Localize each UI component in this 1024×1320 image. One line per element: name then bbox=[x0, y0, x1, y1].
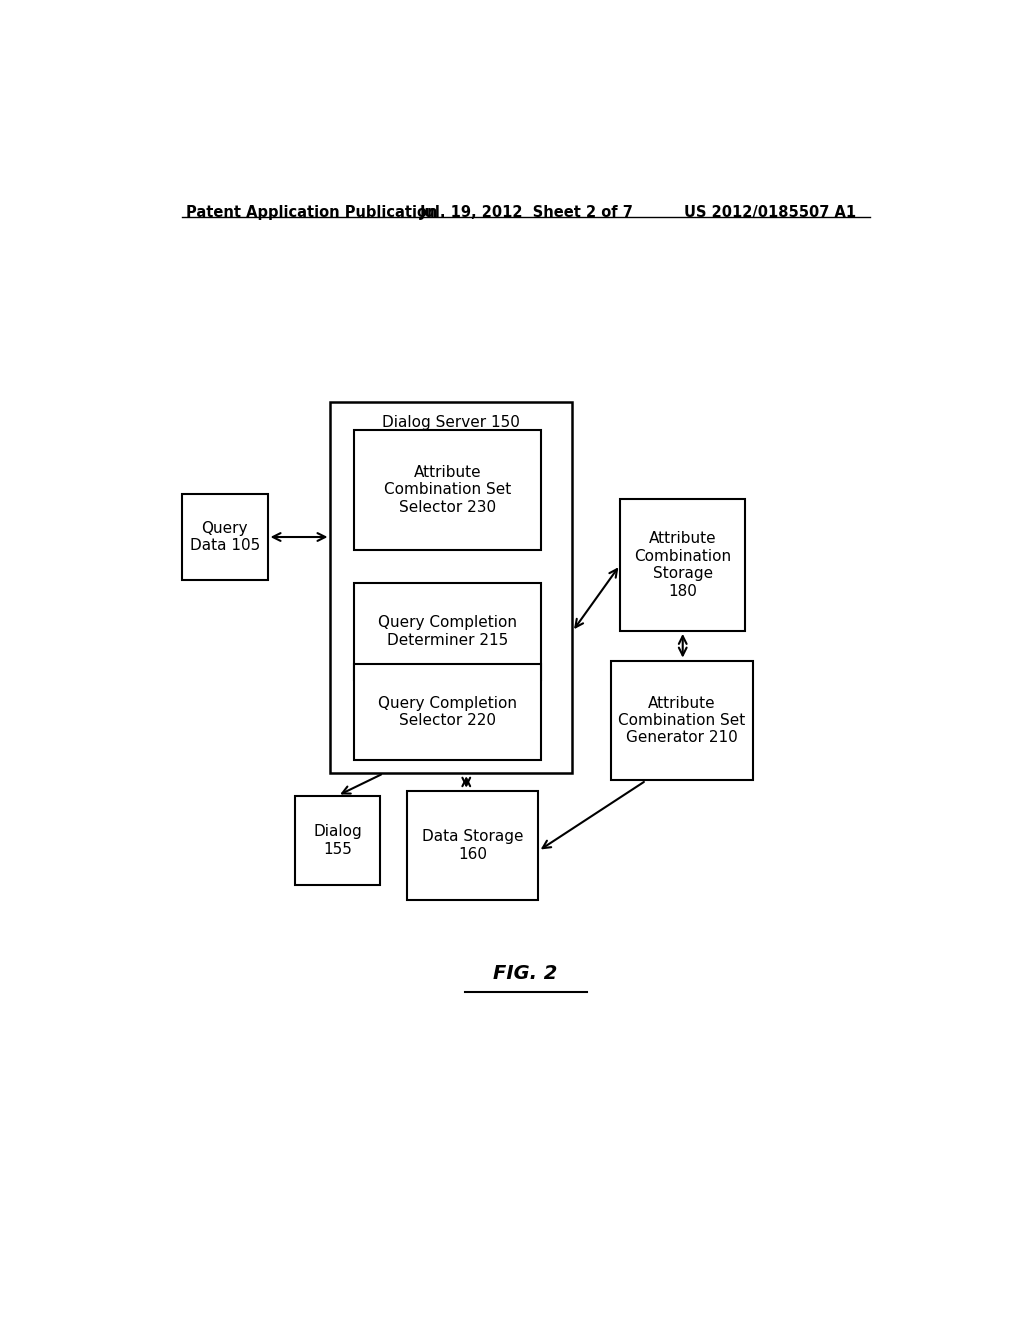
Text: Jul. 19, 2012  Sheet 2 of 7: Jul. 19, 2012 Sheet 2 of 7 bbox=[420, 205, 634, 220]
Text: Patent Application Publication: Patent Application Publication bbox=[186, 205, 437, 220]
Text: Attribute
Combination Set
Generator 210: Attribute Combination Set Generator 210 bbox=[618, 696, 745, 746]
Bar bbox=[354, 583, 541, 680]
Text: Query Completion
Selector 220: Query Completion Selector 220 bbox=[378, 696, 517, 729]
Text: Dialog Server 150: Dialog Server 150 bbox=[382, 414, 520, 429]
Text: US 2012/0185507 A1: US 2012/0185507 A1 bbox=[684, 205, 856, 220]
Bar bbox=[408, 791, 539, 900]
Text: Dialog
155: Dialog 155 bbox=[313, 824, 361, 857]
Bar bbox=[331, 403, 572, 774]
Text: Data Storage
160: Data Storage 160 bbox=[422, 829, 523, 862]
Text: Attribute
Combination
Storage
180: Attribute Combination Storage 180 bbox=[634, 532, 731, 598]
Bar bbox=[182, 494, 267, 581]
Bar bbox=[354, 664, 541, 760]
Bar bbox=[354, 430, 541, 549]
Bar bbox=[295, 796, 380, 886]
Text: Query
Data 105: Query Data 105 bbox=[189, 521, 260, 553]
Text: Query Completion
Determiner 215: Query Completion Determiner 215 bbox=[378, 615, 517, 648]
Bar bbox=[610, 660, 754, 780]
Bar bbox=[620, 499, 745, 631]
Text: Attribute
Combination Set
Selector 230: Attribute Combination Set Selector 230 bbox=[384, 465, 511, 515]
Text: FIG. 2: FIG. 2 bbox=[493, 964, 557, 983]
